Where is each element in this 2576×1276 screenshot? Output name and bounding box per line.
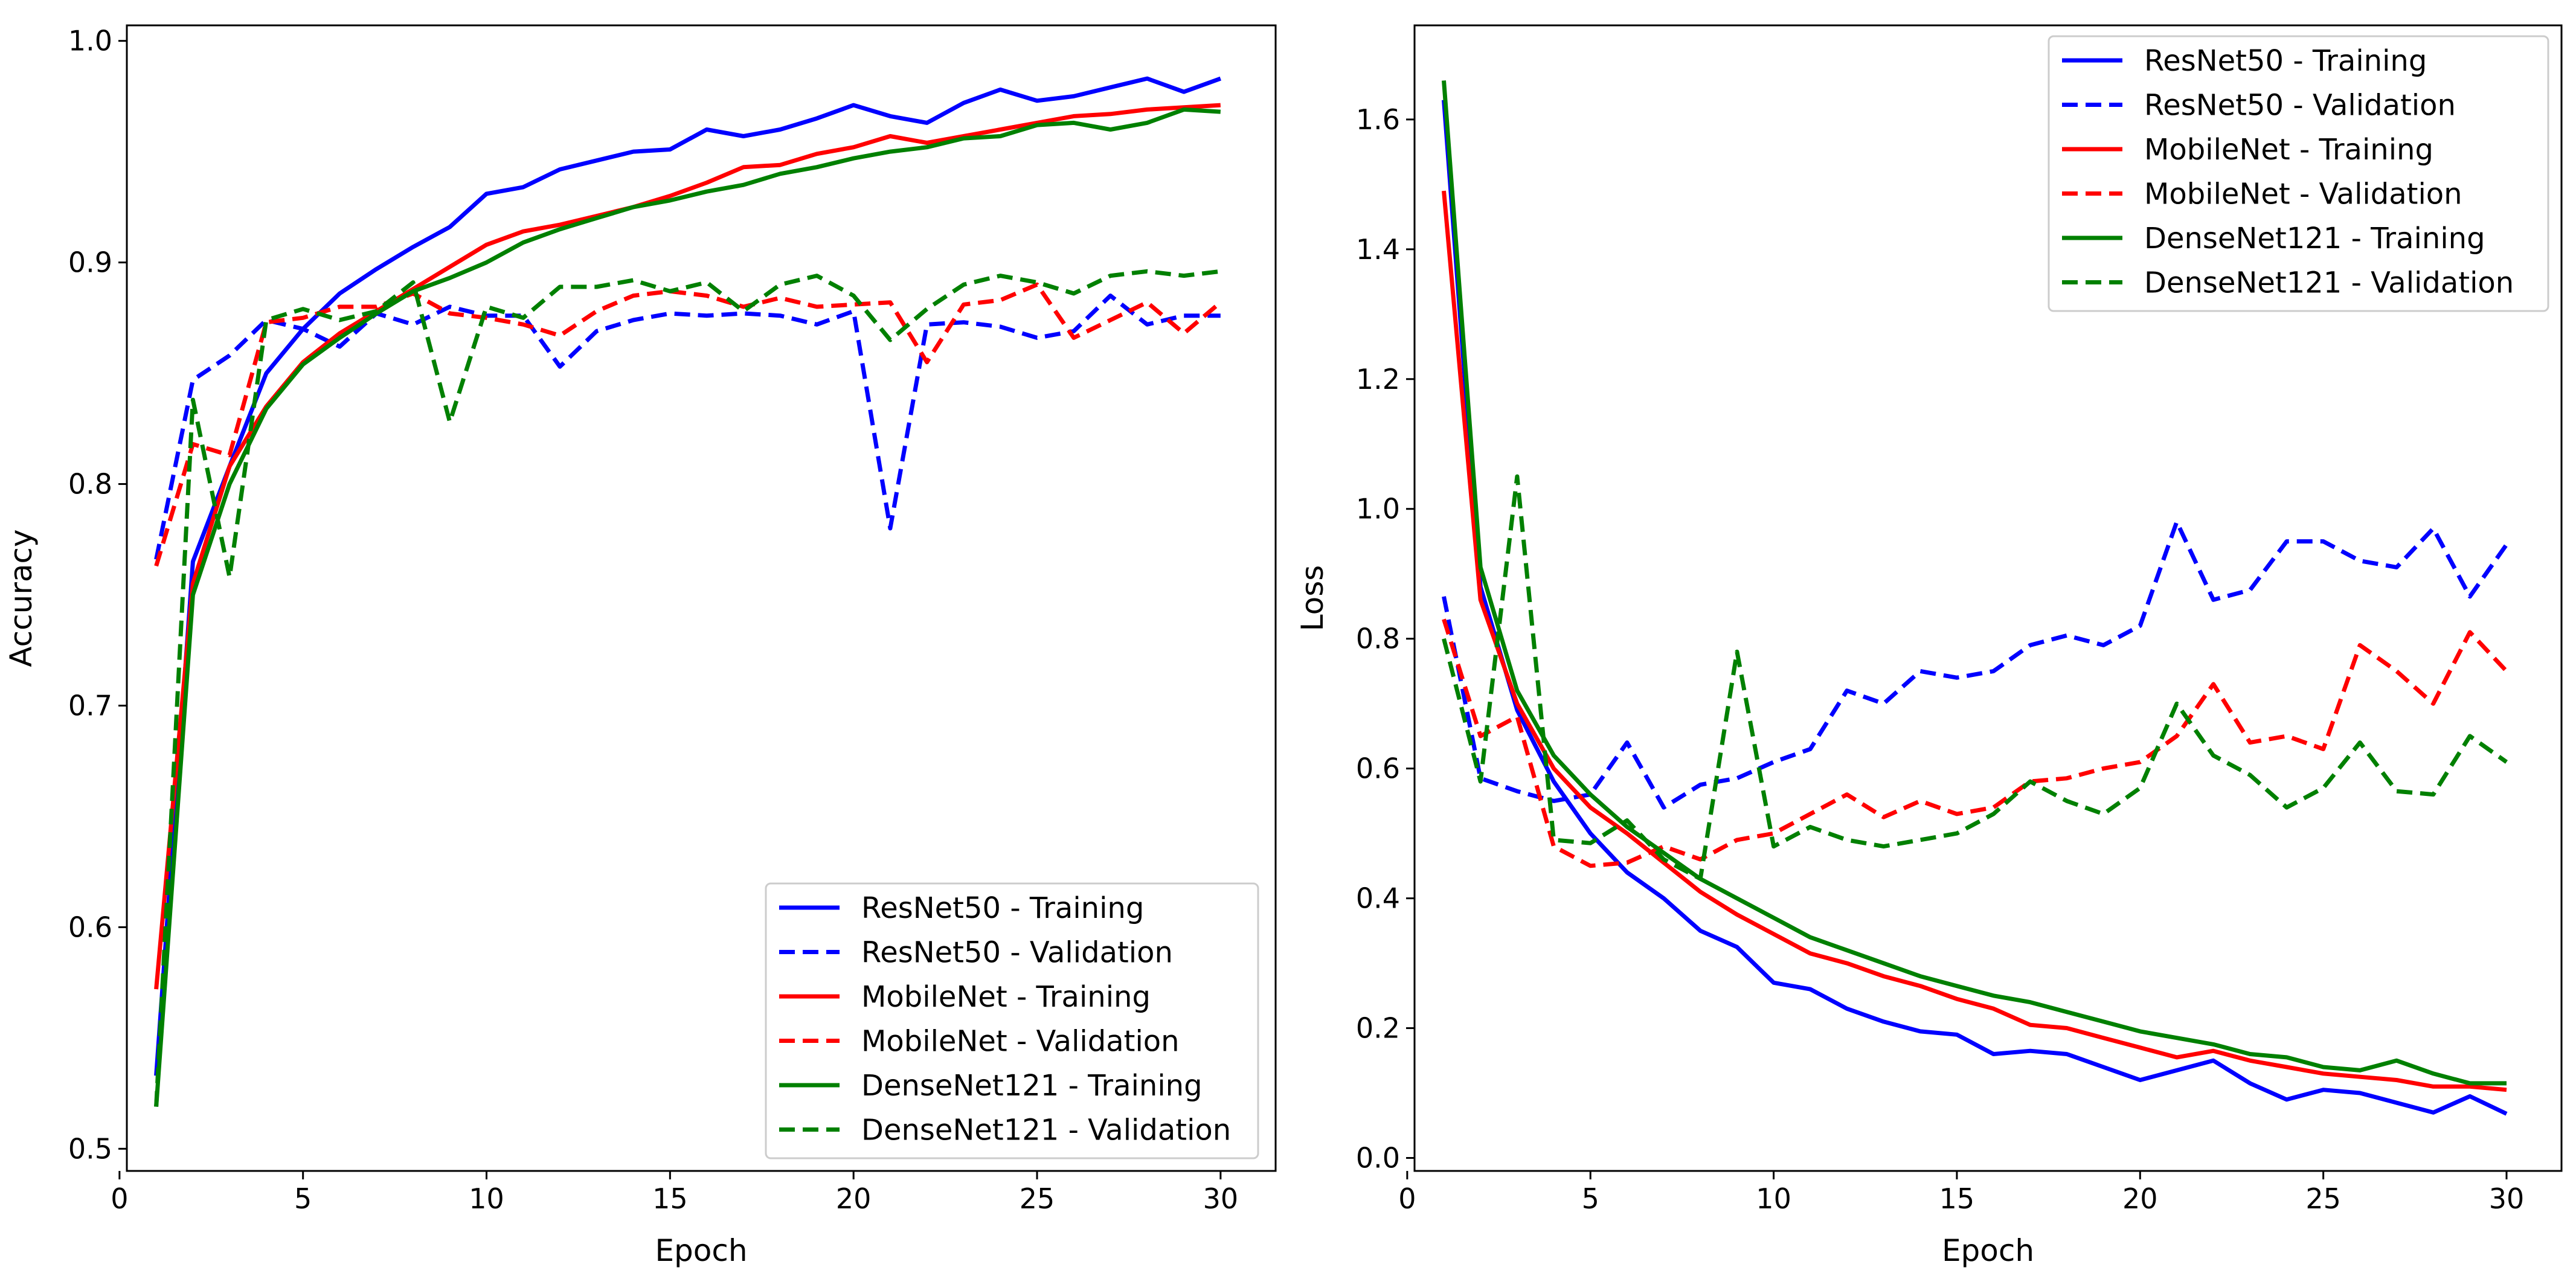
y-tick-label: 0.9 bbox=[68, 246, 112, 279]
y-tick-label: 0.0 bbox=[1356, 1142, 1400, 1175]
y-tick-label: 1.6 bbox=[1356, 103, 1400, 136]
y-tick-label: 0.5 bbox=[68, 1132, 112, 1165]
legend-label: ResNet50 - Validation bbox=[861, 936, 1173, 970]
y-tick-label: 0.6 bbox=[68, 911, 112, 943]
legend-label: MobileNet - Training bbox=[861, 980, 1151, 1014]
legend-label: DenseNet121 - Validation bbox=[861, 1114, 1231, 1147]
x-tick-label: 30 bbox=[1203, 1182, 1239, 1215]
x-tick-label: 15 bbox=[652, 1182, 688, 1215]
x-tick-label: 15 bbox=[1939, 1182, 1975, 1215]
y-tick-label: 1.4 bbox=[1356, 233, 1400, 266]
x-tick-label: 25 bbox=[1020, 1182, 1055, 1215]
legend: ResNet50 - Training ResNet50 - Validation… bbox=[2048, 35, 2549, 312]
x-tick-label: 25 bbox=[2305, 1182, 2341, 1215]
y-axis-label: Accuracy bbox=[4, 529, 39, 667]
y-tick-label: 0.2 bbox=[1356, 1012, 1400, 1045]
legend-label: MobileNet - Training bbox=[2144, 133, 2433, 167]
chart-right: 0 5 10 15 20 25 30 0.0 0.2 0.4 0.6 0.8 1.0 1.2 1.4 1.6 E… bbox=[1295, 24, 2563, 1268]
series-line-resnet50-training bbox=[154, 76, 1221, 1076]
y-tick-label: 1.0 bbox=[1356, 493, 1400, 525]
series-line-densenet121-validation bbox=[1442, 474, 2508, 881]
y-axis-label: Loss bbox=[1295, 565, 1330, 632]
x-axis-label: Epoch bbox=[655, 1233, 747, 1268]
x-tick-label: 20 bbox=[836, 1182, 872, 1215]
x-tick-label: 10 bbox=[469, 1182, 504, 1215]
x-tick-label: 20 bbox=[2122, 1182, 2158, 1215]
x-tick-label: 0 bbox=[111, 1182, 128, 1215]
legend-box bbox=[765, 882, 1259, 1159]
series-group bbox=[1442, 80, 2508, 1116]
legend-label: MobileNet - Validation bbox=[861, 1025, 1180, 1059]
y-tick-label: 1.2 bbox=[1356, 363, 1400, 396]
series-line-densenet121-training bbox=[1442, 80, 2507, 1086]
series-line-resnet50-validation bbox=[154, 293, 1221, 560]
legend-label: DenseNet121 - Training bbox=[2144, 222, 2485, 255]
x-axis-label: Epoch bbox=[1942, 1233, 2034, 1268]
series-group bbox=[154, 76, 1222, 1107]
plot-frame bbox=[1413, 24, 2563, 1172]
legend: ResNet50 - Training ResNet50 - Validation… bbox=[765, 882, 1259, 1159]
x-tick-label: 5 bbox=[1582, 1182, 1599, 1215]
y-tick-label: 0.4 bbox=[1356, 882, 1400, 915]
legend-box bbox=[2048, 35, 2549, 312]
series-line-mobilenet-validation bbox=[154, 282, 1222, 567]
series-line-mobilenet-validation bbox=[1442, 618, 2508, 868]
series-line-resnet50-validation bbox=[1442, 519, 2508, 810]
series-line-densenet121-training bbox=[154, 107, 1221, 1107]
x-tick-label: 10 bbox=[1756, 1182, 1791, 1215]
y-tick-label: 0.8 bbox=[68, 468, 112, 501]
chart-left: 0 5 10 15 20 25 30 0.5 0.6 0.7 0.8 0.9 1.0 Epoch Accur… bbox=[4, 24, 1277, 1268]
series-line-densenet121-validation bbox=[154, 269, 1221, 1107]
plot-frame bbox=[126, 24, 1277, 1172]
x-tick-label: 5 bbox=[294, 1182, 312, 1215]
legend-label: MobileNet - Validation bbox=[2144, 178, 2462, 211]
series-line-resnet50-training bbox=[1442, 100, 2508, 1116]
series-line-mobilenet-training bbox=[154, 103, 1221, 990]
legend-label: ResNet50 - Training bbox=[2144, 44, 2427, 78]
legend-label: DenseNet121 - Training bbox=[861, 1069, 1203, 1103]
legend-label: ResNet50 - Training bbox=[861, 891, 1144, 925]
legend-label: DenseNet121 - Validation bbox=[2144, 266, 2514, 300]
series-line-mobilenet-training bbox=[1442, 190, 2507, 1092]
y-tick-label: 1.0 bbox=[68, 25, 112, 57]
x-tick-label: 0 bbox=[1398, 1182, 1416, 1215]
y-tick-label: 0.6 bbox=[1356, 752, 1400, 785]
legend-label: ResNet50 - Validation bbox=[2144, 89, 2456, 123]
y-tick-label: 0.8 bbox=[1356, 623, 1400, 655]
y-tick-label: 0.7 bbox=[68, 689, 112, 722]
x-tick-label: 30 bbox=[2489, 1182, 2525, 1215]
